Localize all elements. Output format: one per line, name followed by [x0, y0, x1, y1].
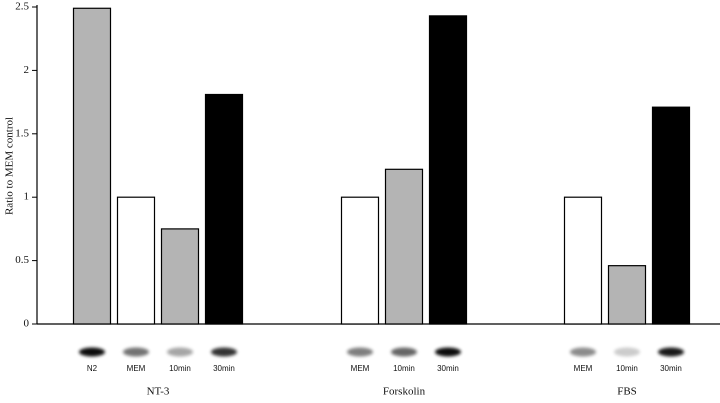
blot-band: [391, 347, 417, 357]
blot-band: [435, 347, 461, 357]
bar-label: 30min: [437, 364, 459, 373]
group-label: Forskolin: [383, 386, 426, 398]
bar: [607, 265, 647, 325]
bar: [651, 106, 691, 325]
bar-label: MEM: [351, 364, 370, 373]
y-tick-label: 2: [24, 64, 30, 76]
bar-label: 30min: [660, 364, 682, 373]
bar-label: 10min: [393, 364, 415, 373]
y-tick-label: 0: [24, 318, 30, 330]
bar-label: 10min: [616, 364, 638, 373]
bar: [340, 196, 380, 325]
blot-band: [79, 347, 105, 357]
bar-label: N2: [87, 364, 98, 373]
blot-band: [167, 347, 193, 357]
bar-label: MEM: [127, 364, 146, 373]
y-tick-label: 1: [24, 191, 30, 203]
group-label: FBS: [617, 386, 637, 398]
blot-band: [658, 347, 684, 357]
y-tick-label: 0.5: [15, 254, 29, 266]
y-tick-label: 1.5: [15, 127, 29, 139]
bar: [160, 228, 200, 325]
bar: [563, 196, 603, 325]
blot-band: [614, 347, 640, 357]
bar: [384, 168, 424, 325]
bar: [116, 196, 156, 325]
blot-band: [123, 347, 149, 357]
bar: [72, 7, 112, 325]
bar-label: 10min: [169, 364, 191, 373]
bar: [428, 15, 468, 325]
bar: [204, 93, 244, 325]
blot-band: [211, 347, 237, 357]
blot-band: [570, 347, 596, 357]
y-axis-label: Ratio to MEM control: [4, 117, 16, 215]
bar-label: MEM: [574, 364, 593, 373]
y-tick-label: 2.5: [15, 1, 29, 13]
bar-label: 30min: [213, 364, 235, 373]
blot-band: [347, 347, 373, 357]
group-label: NT-3: [147, 386, 170, 398]
